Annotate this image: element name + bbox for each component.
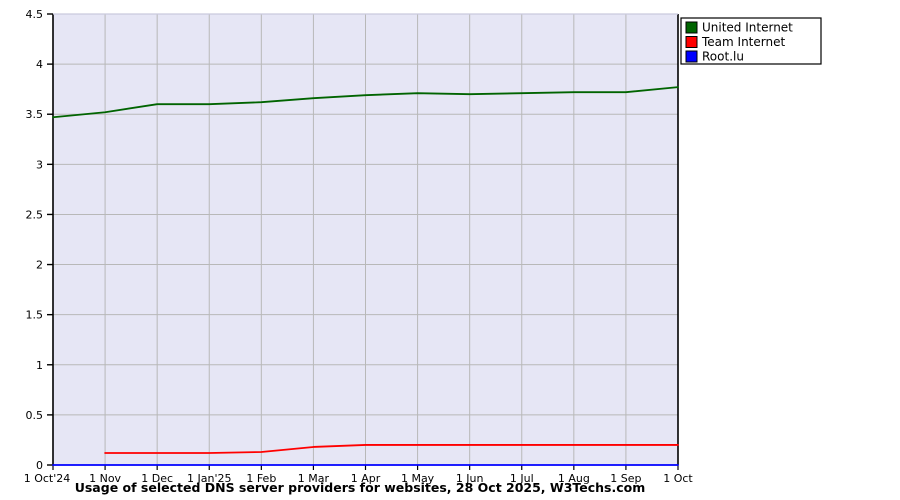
- y-tick-label: 2.5: [26, 208, 44, 221]
- chart-caption: Usage of selected DNS server providers f…: [75, 480, 646, 495]
- axis-lines: [52, 13, 679, 465]
- series-line: [104, 444, 679, 454]
- legend-swatch: [685, 21, 698, 34]
- x-tick-label: 1 Aug: [558, 472, 590, 485]
- y-tick-label: 3.5: [26, 108, 44, 121]
- x-axis-ticks: 1 Oct'24 1 Nov 1 Dec 1 Jan'25 1 Feb 1 Mar 1 Ap…: [24, 465, 693, 485]
- x-tick-label: 1 Feb: [246, 472, 276, 485]
- legend-swatch: [685, 36, 698, 48]
- x-tick-label: 1 Sep: [610, 472, 641, 485]
- y-tick-label: 1.5: [26, 309, 44, 322]
- x-tick-label: 1 Jul: [510, 472, 534, 485]
- x-tick-label: 1 Oct: [663, 472, 693, 485]
- x-tick-label: 1 Apr: [351, 472, 381, 485]
- y-tick-label: 4.5: [26, 8, 44, 21]
- x-tick-label: 1 Nov: [89, 472, 121, 485]
- legend-label: Team Internet: [701, 35, 785, 49]
- x-tick-label: 1 Dec: [141, 472, 173, 485]
- x-tick-label: 1 Mar: [298, 472, 330, 485]
- x-tick-label: 1 May: [401, 472, 435, 485]
- legend-box: [680, 17, 822, 65]
- x-tick-label: 1 Jan'25: [187, 472, 231, 485]
- y-tick-label: 4: [36, 58, 43, 71]
- series-line: [52, 86, 679, 119]
- y-tick-label: 3: [36, 158, 43, 171]
- data-series-group: [52, 86, 679, 466]
- y-tick-label: 2: [36, 259, 43, 272]
- y-tick-label: 1: [36, 359, 43, 372]
- y-axis-ticks: 0 0.5 1 1.5 2 2.5 3 3.5 4 4.5: [26, 8, 53, 472]
- y-tick-label: 0: [36, 459, 43, 472]
- x-tick-label: 1 Jun: [456, 472, 484, 485]
- x-tick-label: 1 Oct'24: [24, 472, 71, 485]
- y-tick-label: 0.5: [26, 409, 44, 422]
- legend-swatch: [685, 50, 698, 63]
- vertical-gridlines: [104, 14, 627, 465]
- legend-label: United Internet: [702, 21, 793, 35]
- legend-label: Root.lu: [702, 50, 744, 64]
